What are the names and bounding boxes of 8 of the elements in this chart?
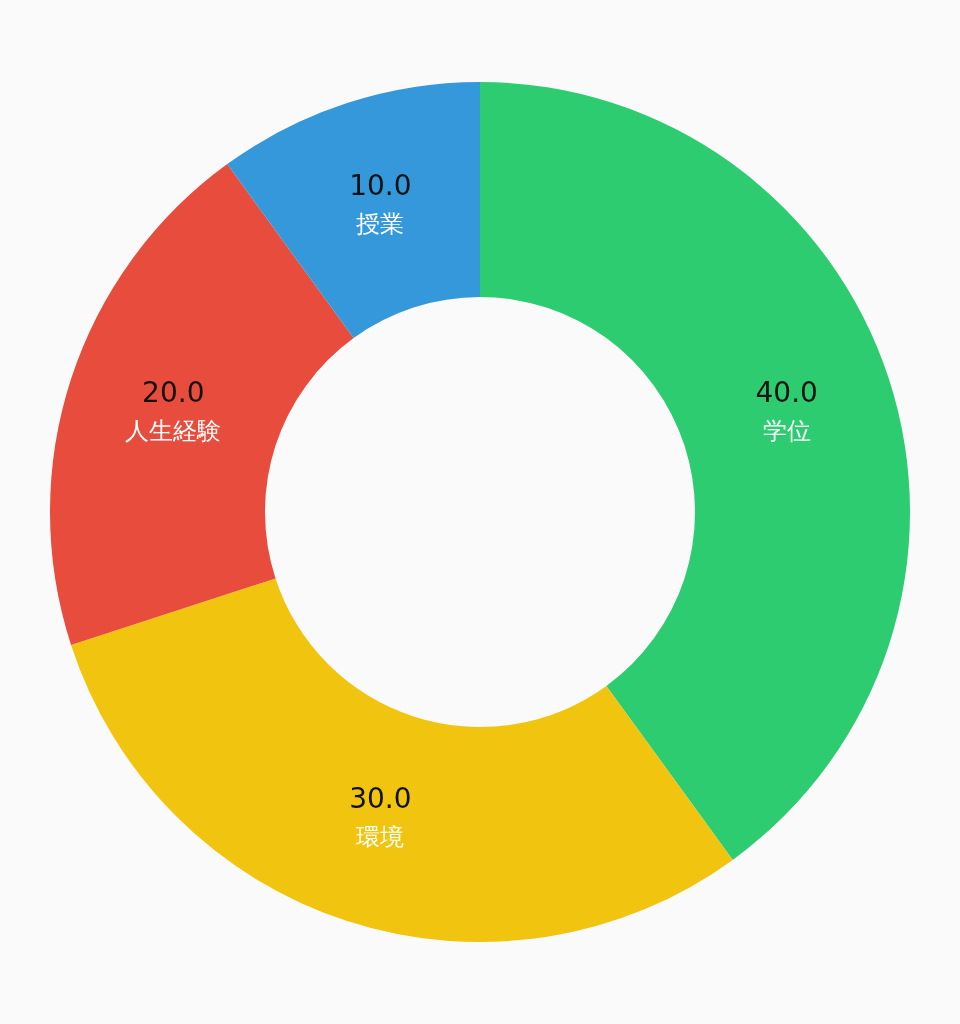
slice-label: 学位	[762, 416, 811, 445]
data-label: 30.0	[349, 782, 412, 815]
slice-label: 人生経験	[125, 416, 222, 445]
data-label: 20.0	[142, 375, 205, 409]
slice-label: 環境	[356, 822, 405, 851]
data-label: 40.0	[755, 375, 818, 409]
data-label: 10.0	[349, 168, 412, 202]
slice-label: 授業	[356, 209, 405, 238]
